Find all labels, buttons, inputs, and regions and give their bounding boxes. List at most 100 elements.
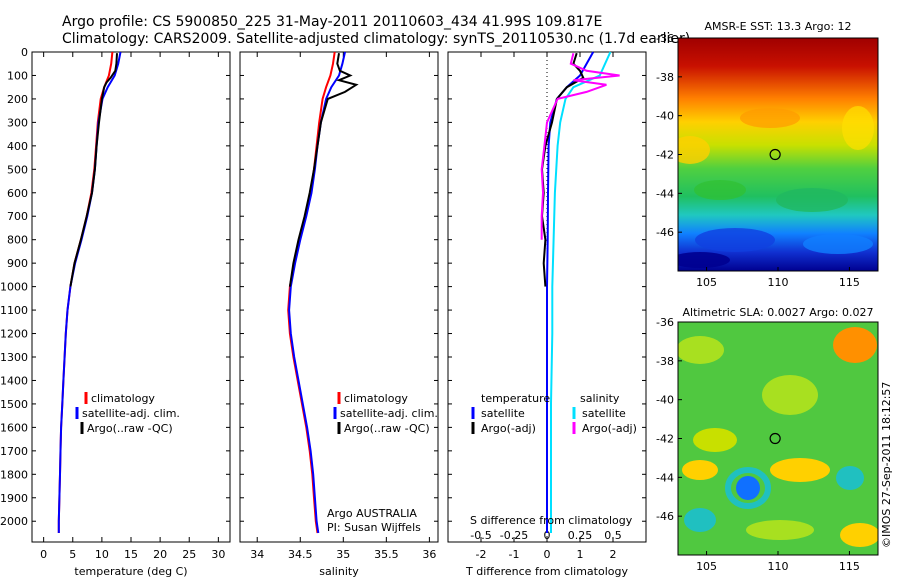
legend-label-t-argo: Argo(-adj)	[481, 422, 536, 435]
salinity-axis-label: salinity	[319, 565, 359, 578]
map-y-tick-label: -36	[656, 316, 674, 329]
y-tick-label: 1200	[0, 328, 28, 341]
series-line-satellite-adj-clim	[57, 51, 122, 533]
map-x-tick-label: 110	[768, 276, 789, 289]
sla-heatmap	[678, 322, 878, 555]
x-tick-label: 5	[69, 548, 76, 561]
series-line-satellite-adj-clim	[288, 51, 346, 534]
legend-label-s-satellite: satellite	[582, 407, 626, 420]
x-tick-label: 20	[153, 548, 167, 561]
y-tick-label: 2000	[0, 515, 28, 528]
x-tick-label: 0	[544, 548, 551, 561]
sla-map-title: Altimetric SLA: 0.0027 Argo: 0.027	[682, 306, 873, 319]
y-tick-label: 500	[7, 163, 28, 176]
x-tick-label: 36	[422, 548, 436, 561]
imos-credit: ©IMOS 27-Sep-2011 18:12:57	[880, 382, 893, 548]
y-tick-label: 1600	[0, 421, 28, 434]
y-tick-label: 1700	[0, 445, 28, 458]
map-y-tick-label: -42	[656, 149, 674, 162]
x-tick-label: 2	[610, 548, 617, 561]
x-tick-label: 1	[577, 548, 584, 561]
series-line-satellite	[550, 51, 612, 533]
pi-label: PI: Susan Wijffels	[327, 521, 421, 534]
sst-heatmap	[678, 38, 878, 271]
x-tick-label: -2	[476, 548, 487, 561]
x-tick-label: 10	[95, 548, 109, 561]
y-tick-label: 400	[7, 140, 28, 153]
series-line-argo-adj	[540, 52, 585, 287]
s-difference-axis-label: S difference from climatology	[470, 514, 633, 527]
y-tick-label: 800	[7, 234, 28, 247]
map-y-tick-label: -36	[656, 32, 674, 45]
map-y-tick-label: -44	[656, 187, 674, 200]
y-tick-label: 600	[7, 187, 28, 200]
x-tick-label: -1	[509, 548, 520, 561]
s-tick-label: -0.25	[500, 529, 528, 542]
map-x-tick-label: 110	[768, 560, 789, 573]
legend-label-satellite: satellite-adj. clim.	[82, 407, 180, 420]
legend-label-argo: Argo(..raw -QC)	[344, 422, 430, 435]
x-tick-label: 34	[250, 548, 264, 561]
x-tick-label: 15	[124, 548, 138, 561]
map-y-tick-label: -40	[656, 110, 674, 123]
chart-title-line-1: Argo profile: CS 5900850_225 31-May-2011…	[62, 14, 603, 30]
series-line-argo-adj	[540, 52, 620, 240]
legend-title-temperature: temperature	[481, 392, 550, 405]
salinity-legend: climatology satellite-adj. clim. Argo(..…	[327, 392, 438, 534]
series-line-argo-raw-qc	[288, 53, 359, 287]
y-tick-label: 1900	[0, 492, 28, 505]
y-tick-label: 1300	[0, 351, 28, 364]
temperature-legend: climatology satellite-adj. clim. Argo(..…	[75, 392, 180, 435]
y-tick-label: 1000	[0, 281, 28, 294]
map-y-tick-label: -38	[656, 355, 674, 368]
y-tick-label: 1400	[0, 374, 28, 387]
map-y-tick-label: -44	[656, 471, 674, 484]
salinity-panel-frame	[239, 51, 439, 543]
x-tick-label: 0	[40, 548, 47, 561]
legend-title-salinity: salinity	[580, 392, 620, 405]
series-line-climatology	[57, 51, 114, 533]
map-x-tick-label: 105	[696, 560, 717, 573]
y-tick-label: 200	[7, 93, 28, 106]
s-tick-label: 0.25	[568, 529, 593, 542]
series-line-argo-raw-qc	[69, 53, 118, 287]
x-tick-label: 35	[336, 548, 350, 561]
t-difference-axis-label: T difference from climatology	[465, 565, 628, 578]
legend-label-climatology: climatology	[91, 392, 155, 405]
chart-title-line-2: Climatology: CARS2009. Satellite-adjuste…	[62, 31, 691, 47]
y-tick-label: 1800	[0, 468, 28, 481]
series-line-satellite	[546, 51, 595, 533]
y-tick-label: 700	[7, 210, 28, 223]
y-tick-label: 300	[7, 116, 28, 129]
y-tick-label: 1500	[0, 398, 28, 411]
legend-label-satellite: satellite-adj. clim.	[340, 407, 438, 420]
legend-label-climatology: climatology	[344, 392, 408, 405]
sst-map-title: AMSR-E SST: 13.3 Argo: 12	[704, 20, 851, 33]
s-tick-label: 0.5	[604, 529, 622, 542]
legend-label-t-satellite: satellite	[481, 407, 525, 420]
argo-country-label: Argo AUSTRALIA	[327, 507, 417, 520]
map-y-tick-label: -46	[656, 510, 674, 523]
y-tick-label: 0	[21, 46, 28, 59]
sla-argo-marker	[769, 432, 781, 445]
temperature-panel-frame	[31, 51, 231, 543]
map-x-tick-label: 115	[839, 560, 860, 573]
map-x-tick-label: 105	[696, 276, 717, 289]
x-tick-label: 34.5	[288, 548, 313, 561]
x-tick-label: 30	[211, 548, 225, 561]
map-x-tick-label: 115	[839, 276, 860, 289]
map-y-tick-label: -40	[656, 394, 674, 407]
legend-label-argo: Argo(..raw -QC)	[87, 422, 173, 435]
y-tick-label: 1100	[0, 304, 28, 317]
y-tick-label: 900	[7, 257, 28, 270]
x-tick-label: 35.5	[374, 548, 399, 561]
map-y-tick-label: -38	[656, 71, 674, 84]
temperature-axis-label: temperature (deg C)	[74, 565, 187, 578]
sst-argo-marker	[769, 148, 781, 161]
legend-label-s-argo: Argo(-adj)	[582, 422, 637, 435]
map-y-tick-label: -42	[656, 433, 674, 446]
difference-legend: temperature salinity satellite Argo(-adj…	[470, 392, 637, 527]
map-y-tick-label: -46	[656, 226, 674, 239]
s-tick-label: -0.5	[470, 529, 491, 542]
